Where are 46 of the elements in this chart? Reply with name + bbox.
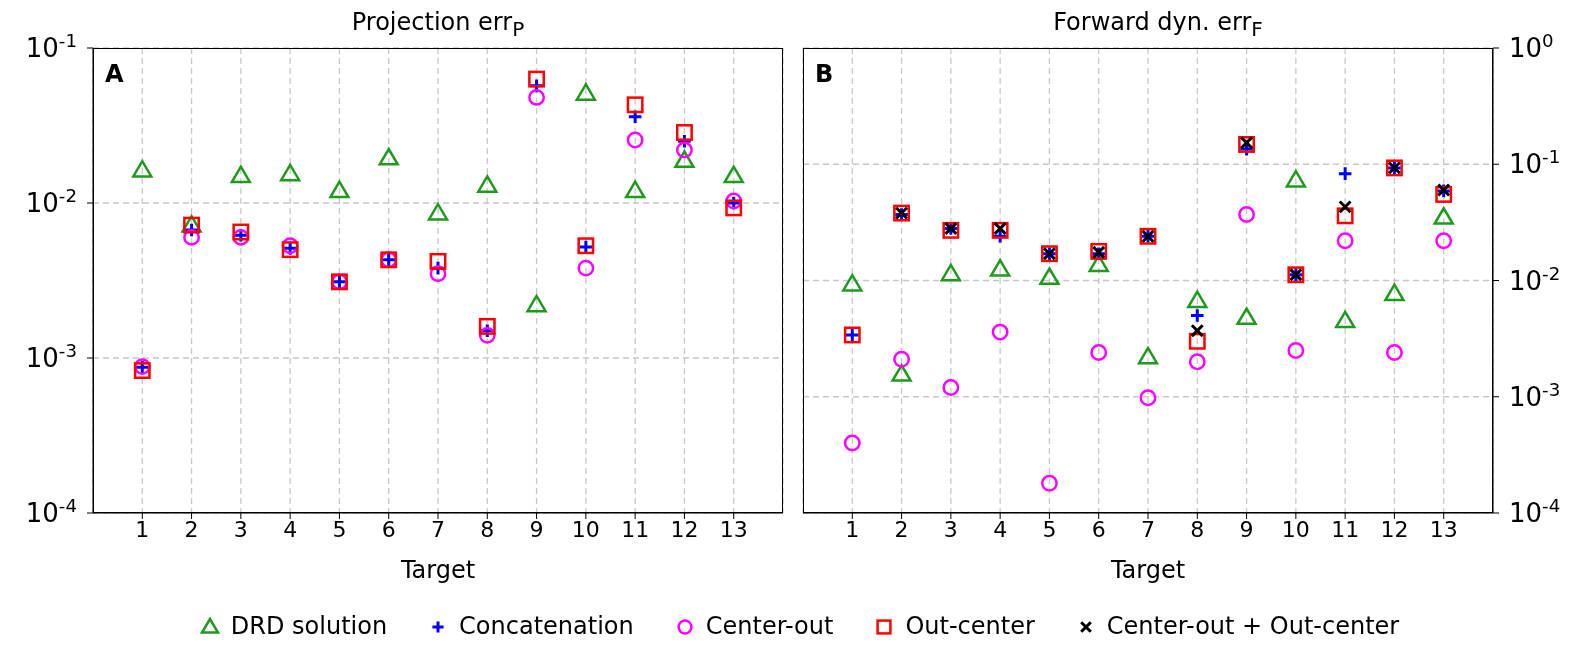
x-tick-label: 3 bbox=[233, 516, 248, 542]
annotation: B bbox=[815, 60, 834, 88]
y-tick-label: 10$^{-3}$ bbox=[1509, 378, 1561, 412]
x-tick-label: 1 bbox=[135, 516, 150, 542]
y-tick-label: 10$^{-1}$ bbox=[1509, 145, 1561, 180]
x-tick-label: 6 bbox=[1091, 516, 1106, 542]
x-tick-label: 4 bbox=[283, 516, 298, 542]
legend-label: Out-center bbox=[905, 612, 1035, 640]
x-tick-label: 7 bbox=[1141, 516, 1155, 542]
y-tick-label: 10$^{-2}$ bbox=[1509, 262, 1561, 296]
x-tick-label: 11 bbox=[1331, 516, 1360, 542]
x-tick-label: 13 bbox=[719, 516, 748, 542]
chart-title: Projection err$_{P}$ bbox=[350, 8, 526, 41]
x-tick-label: 12 bbox=[670, 516, 699, 542]
x-tick-label: 13 bbox=[1429, 516, 1458, 542]
x-tick-label: 5 bbox=[1042, 516, 1057, 542]
legend-label: Center-out + Out-center bbox=[1106, 612, 1400, 640]
x-tick-label: 12 bbox=[1380, 516, 1409, 542]
x-tick-label: 4 bbox=[993, 516, 1008, 542]
y-tick-label: 10$^{-2}$ bbox=[25, 184, 77, 218]
x-tick-label: 8 bbox=[1190, 516, 1205, 542]
y-tick-label: 10$^{0}$ bbox=[1509, 29, 1554, 63]
y-tick-label: 10$^{-4}$ bbox=[25, 494, 77, 528]
x-tick-label: 10 bbox=[571, 516, 600, 542]
x-tick-label: 10 bbox=[1281, 516, 1310, 542]
x-tick-label: 3 bbox=[943, 516, 958, 542]
x-tick-label: 2 bbox=[184, 516, 199, 542]
x-tick-label: 9 bbox=[1239, 516, 1254, 542]
x-tick-label: 5 bbox=[332, 516, 347, 542]
chart-title: Forward dyn. err$_{F}$ bbox=[1052, 8, 1264, 41]
x-tick-label: 2 bbox=[894, 516, 909, 542]
x-tick-label: 8 bbox=[480, 516, 495, 542]
legend-label: Center-out bbox=[705, 612, 834, 640]
x-axis-title: Target bbox=[399, 556, 476, 584]
x-axis-title: Target bbox=[1109, 556, 1186, 584]
y-tick-label: 10$^{-3}$ bbox=[25, 339, 77, 373]
y-tick-label: 10$^{-1}$ bbox=[25, 29, 77, 63]
y-tick-label: 10$^{-4}$ bbox=[1509, 494, 1561, 528]
x-tick-label: 11 bbox=[621, 516, 650, 542]
x-tick-label: 9 bbox=[529, 516, 544, 542]
x-tick-label: 7 bbox=[431, 516, 445, 542]
legend-label: Concatenation bbox=[459, 612, 634, 640]
x-tick-label: 6 bbox=[381, 516, 396, 542]
x-tick-label: 1 bbox=[845, 516, 860, 542]
annotation: A bbox=[105, 60, 124, 88]
legend-label: DRD solution bbox=[230, 612, 388, 640]
